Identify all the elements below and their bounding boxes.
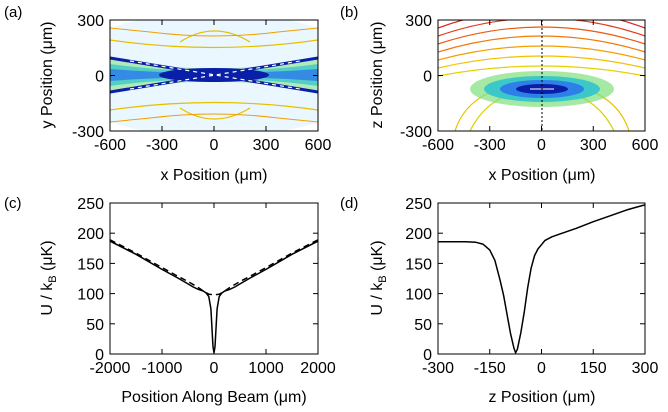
panel-d-series xyxy=(438,204,645,354)
x-tick-label: 300 xyxy=(632,360,659,377)
panel-d-xlabel: z Position (μm) xyxy=(488,389,595,406)
x-tick-label: -600 xyxy=(422,137,454,154)
y-tick-label: -300 xyxy=(400,124,432,141)
x-tick-label: 300 xyxy=(580,137,607,154)
contour-line-b3 xyxy=(438,26,645,45)
panel-label-b: (b) xyxy=(340,4,358,21)
panel-d-axes: -300 -150 0 150 300 0 50 100 150 200 250 xyxy=(405,196,658,377)
panel-d-frame xyxy=(437,202,646,355)
panel-c-ylabel-main: U / k xyxy=(39,282,56,316)
panel-b-ylabel: z Position (μm) xyxy=(369,21,386,128)
y-tick-label: 250 xyxy=(77,196,104,213)
contour-line-b2 xyxy=(438,20,645,37)
contour-line-a1 xyxy=(110,39,318,49)
y-tick-label: 0 xyxy=(95,347,104,364)
panel-d-line-chart: -300 -150 0 150 300 0 50 100 150 200 250 z Positio… xyxy=(369,196,658,406)
x-tick-label: -600 xyxy=(94,137,126,154)
x-tick-label: -300 xyxy=(474,137,506,154)
y-tick-label: 100 xyxy=(77,287,104,304)
x-tick-label: 300 xyxy=(253,137,280,154)
panel-c-xlabel: Position Along Beam (μm) xyxy=(121,389,306,406)
panel-a-contours xyxy=(110,20,318,131)
x-tick-label: 600 xyxy=(305,137,332,154)
contour-line-b5 xyxy=(438,45,645,61)
panel-d-ylabel-unit: (μK) xyxy=(369,240,386,275)
y-tick-label: 0 xyxy=(95,69,104,86)
panel-a-xlabel: x Position (μm) xyxy=(160,167,267,184)
x-tick-label: -1000 xyxy=(142,360,183,377)
y-tick-label: 150 xyxy=(77,256,104,273)
panel-d-ylabel-main: U / k xyxy=(369,282,386,316)
y-tick-label: 0 xyxy=(423,69,432,86)
contour-line-a6 xyxy=(110,113,318,123)
y-tick-label: 50 xyxy=(414,317,432,334)
series-line-dashed xyxy=(110,239,318,296)
x-tick-label: -300 xyxy=(146,137,178,154)
panel-c-series xyxy=(110,239,318,354)
y-tick-label: 100 xyxy=(405,287,432,304)
panel-d-ylabel: U / kB (μK) xyxy=(369,240,389,315)
series-line-solid xyxy=(110,240,318,354)
contour-line-a4 xyxy=(179,107,251,120)
y-tick-label: 200 xyxy=(77,226,104,243)
y-tick-label: 300 xyxy=(77,13,104,30)
panel-a-ylabel: y Position (μm) xyxy=(39,21,56,128)
x-tick-label: 600 xyxy=(632,137,659,154)
y-tick-label: 250 xyxy=(405,196,432,213)
x-tick-label: -300 xyxy=(422,360,454,377)
panel-c-line-chart: -2000 -1000 0 1000 2000 0 50 100 150 200 250 Posit… xyxy=(39,196,336,406)
panel-d-ylabel-sub: B xyxy=(377,275,389,282)
y-tick-label: 200 xyxy=(405,226,432,243)
x-tick-label: -150 xyxy=(474,360,506,377)
x-tick-label: 0 xyxy=(537,137,546,154)
panel-c-ylabel: U / kB (μK) xyxy=(39,240,59,315)
x-tick-label: 150 xyxy=(580,360,607,377)
y-tick-label: 50 xyxy=(86,317,104,334)
series-line-solid xyxy=(438,204,645,354)
x-tick-label: 1000 xyxy=(248,360,284,377)
x-tick-label: 2000 xyxy=(300,360,336,377)
x-tick-label: 0 xyxy=(210,137,219,154)
panel-b-xlabel: x Position (μm) xyxy=(488,167,595,184)
x-tick-label: -2000 xyxy=(90,360,131,377)
panel-label-d: (d) xyxy=(340,195,358,212)
x-tick-label: 0 xyxy=(210,360,219,377)
panel-c-frame xyxy=(109,202,319,355)
panel-c-ylabel-unit: (μK) xyxy=(39,240,56,275)
y-tick-label: -300 xyxy=(72,124,104,141)
contour-line-a5 xyxy=(110,27,318,37)
contour-line-b7 xyxy=(438,65,645,77)
panel-c-ylabel-sub: B xyxy=(47,275,59,282)
x-tick-label: 0 xyxy=(537,360,546,377)
panel-c-axes: -2000 -1000 0 1000 2000 0 50 100 150 200 250 xyxy=(77,196,336,377)
y-tick-label: 0 xyxy=(423,347,432,364)
panel-b-contours xyxy=(438,20,645,131)
contour-line-a3 xyxy=(179,30,251,43)
y-tick-label: 150 xyxy=(405,256,432,273)
contour-line-a2 xyxy=(110,101,318,111)
y-tick-label: 300 xyxy=(405,13,432,30)
panel-label-c: (c) xyxy=(4,195,22,212)
panel-label-a: (a) xyxy=(4,4,22,21)
